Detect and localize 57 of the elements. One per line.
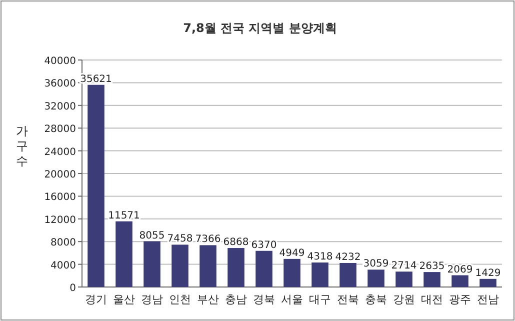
bar xyxy=(228,248,244,287)
bar xyxy=(284,258,300,287)
data-label: 6868 xyxy=(223,237,249,248)
x-tick-label: 강원 xyxy=(393,293,415,306)
data-label: 7366 xyxy=(195,234,221,246)
x-tick-label: 광주 xyxy=(449,293,471,306)
x-tick-label: 충북 xyxy=(365,293,387,306)
bar xyxy=(200,245,216,287)
x-tick-label: 인천 xyxy=(169,293,191,306)
x-tick-label: 경북 xyxy=(253,293,275,306)
data-label: 4318 xyxy=(307,251,333,262)
bar xyxy=(172,244,188,287)
x-tick-label: 전북 xyxy=(337,293,359,306)
y-tick-label: 20000 xyxy=(44,170,76,180)
data-label: 2714 xyxy=(391,260,417,272)
bar xyxy=(116,221,132,287)
x-tick-label: 전남 xyxy=(477,293,499,306)
y-tick-label: 4000 xyxy=(50,260,76,272)
data-label: 2069 xyxy=(447,264,473,276)
y-tick-label: 8000 xyxy=(50,238,76,249)
y-tick-label: 12000 xyxy=(44,214,76,226)
data-label: 4949 xyxy=(279,248,305,259)
bar xyxy=(312,262,328,287)
bar xyxy=(452,275,468,287)
x-tick-label: 부산 xyxy=(197,293,219,306)
y-tick-label: 36000 xyxy=(44,78,76,90)
y-tick-label: 0 xyxy=(70,283,76,294)
data-label: 11571 xyxy=(108,210,140,222)
y-tick-label: 40000 xyxy=(44,56,76,67)
data-label: 7458 xyxy=(167,234,193,245)
x-tick-label: 경남 xyxy=(141,293,163,306)
x-tick-label: 대구 xyxy=(309,293,331,306)
bar xyxy=(480,278,496,287)
data-label: 8055 xyxy=(139,230,165,242)
chart-title: 7,8월 전국 지역별 분양계획 xyxy=(183,21,337,35)
data-label: 1429 xyxy=(475,268,501,279)
data-label: 2635 xyxy=(419,261,445,272)
bar xyxy=(368,270,384,287)
x-tick-label: 울산 xyxy=(113,293,135,306)
y-tick-label: 16000 xyxy=(44,192,76,204)
x-tick-label: 충남 xyxy=(225,293,247,306)
y-axis-title: 가구수 xyxy=(16,124,28,168)
x-tick-label: 대전 xyxy=(421,293,443,306)
data-label: 3059 xyxy=(363,258,389,270)
y-tick-label: 24000 xyxy=(44,146,76,158)
bar xyxy=(340,262,356,287)
data-label: 4232 xyxy=(335,252,361,263)
y-tick-label: 28000 xyxy=(44,124,76,136)
bar xyxy=(396,272,412,287)
bar xyxy=(88,84,104,287)
bar xyxy=(256,250,272,287)
x-tick-label: 경기 xyxy=(85,293,107,306)
y-tick-label: 32000 xyxy=(44,101,76,112)
data-label: 6370 xyxy=(251,240,277,251)
bar xyxy=(424,272,440,287)
x-tick-label: 서울 xyxy=(281,293,303,306)
bar xyxy=(144,241,160,287)
